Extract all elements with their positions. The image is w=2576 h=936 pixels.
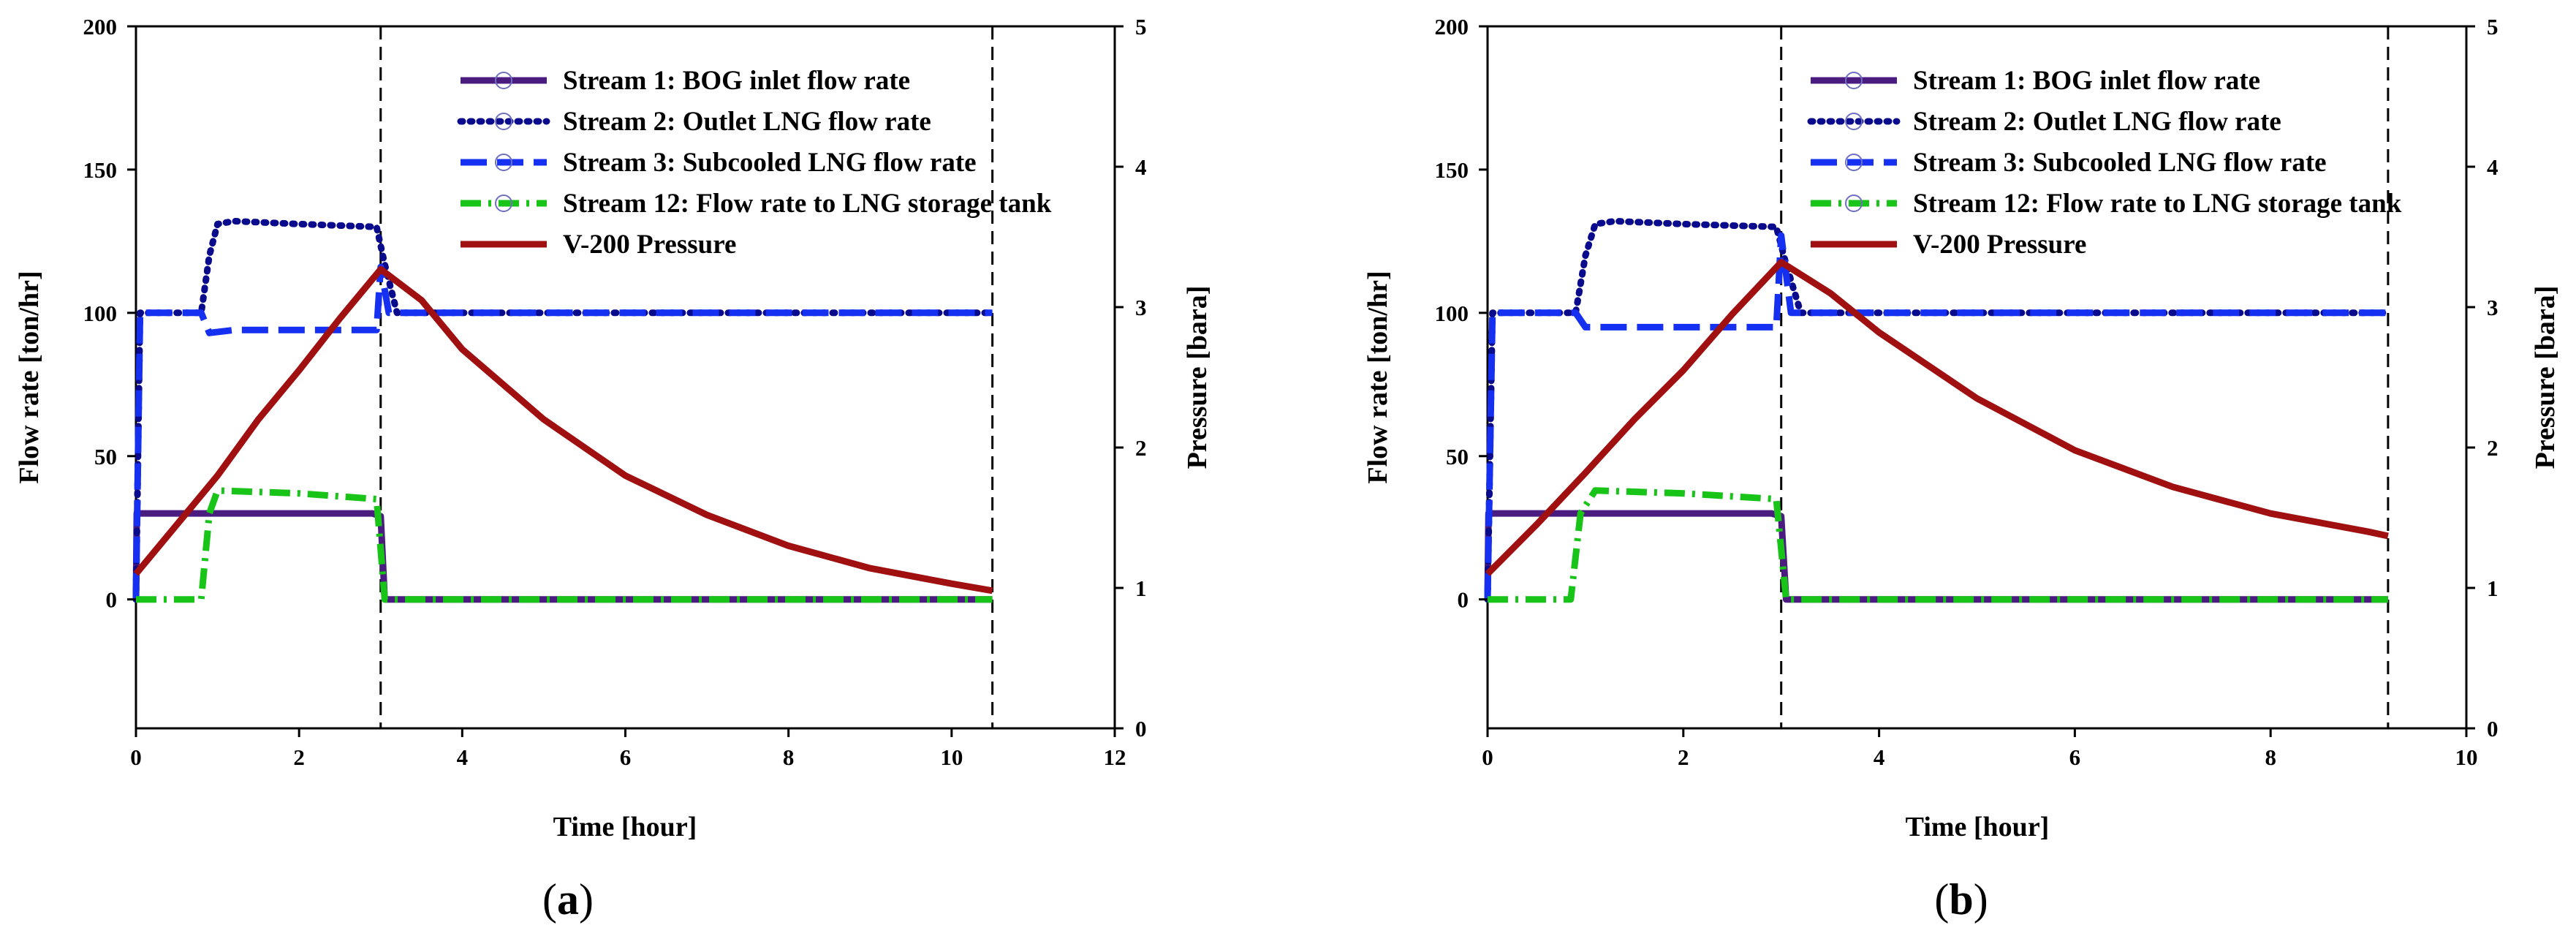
chart-b-y2-ticks: 0 1 2 3 4 5 bbox=[2466, 14, 2499, 741]
x-tick-label: 0 bbox=[130, 744, 142, 770]
y2-tick-label: 5 bbox=[1135, 14, 1147, 39]
legend-marker bbox=[495, 72, 512, 89]
legend-label: Stream 3: Subcooled LNG flow rate bbox=[563, 148, 977, 178]
chart-b-y-ticks: 0 50 100 150 200 bbox=[1435, 14, 1488, 613]
chart-b-x-axis-label: Time [hour] bbox=[1906, 812, 2050, 842]
y2-tick-label: 4 bbox=[1135, 154, 1147, 180]
x-tick-label: 10 bbox=[2455, 744, 2478, 770]
legend-marker bbox=[1845, 113, 1863, 130]
y-tick-label: 0 bbox=[106, 587, 118, 613]
y2-tick-label: 2 bbox=[2487, 435, 2499, 461]
legend-marker bbox=[1845, 154, 1863, 171]
chart-b-caption: (b) bbox=[1934, 875, 1988, 924]
chart-b-vlines bbox=[1780, 26, 2390, 728]
series-line-1 bbox=[1484, 510, 2388, 603]
y-tick-label: 150 bbox=[83, 157, 118, 183]
y2-tick-label: 0 bbox=[2487, 716, 2499, 741]
x-tick-label: 4 bbox=[1874, 744, 1885, 770]
y2-tick-label: 1 bbox=[2487, 575, 2499, 601]
legend-marker bbox=[495, 113, 512, 130]
chart-a-series bbox=[132, 217, 996, 603]
legend-marker bbox=[1845, 195, 1863, 212]
y-tick-label: 100 bbox=[83, 301, 118, 326]
x-tick-label: 8 bbox=[2265, 744, 2276, 770]
chart-a-x-ticks: 0 2 4 6 8 10 12 bbox=[130, 728, 1126, 770]
series-line-1 bbox=[132, 510, 993, 603]
x-tick-label: 2 bbox=[293, 744, 305, 770]
y-tick-label: 0 bbox=[1458, 587, 1469, 613]
legend-marker bbox=[1845, 72, 1863, 89]
x-tick-label: 12 bbox=[1104, 744, 1126, 770]
legend-label: V-200 Pressure bbox=[1913, 230, 2086, 260]
series-line-4 bbox=[1488, 487, 2388, 603]
x-tick-label: 8 bbox=[783, 744, 795, 770]
legend-marker bbox=[495, 195, 512, 212]
chart-b-plot-area bbox=[1486, 25, 2468, 730]
chart-a-y-axis-label: Flow rate [ton/hr] bbox=[14, 271, 45, 483]
chart-b-legend: Stream 1: BOG inlet flow rate Stream 2: O… bbox=[1807, 66, 2402, 260]
chart-a-x-axis-label: Time [hour] bbox=[553, 812, 697, 842]
legend-label: Stream 1: BOG inlet flow rate bbox=[563, 66, 910, 96]
y2-tick-label: 5 bbox=[2487, 14, 2499, 39]
chart-b-y2-axis-label: Pressure [bara] bbox=[2530, 286, 2561, 469]
y-tick-label: 200 bbox=[83, 14, 118, 39]
x-tick-label: 4 bbox=[457, 744, 469, 770]
series-line-2 bbox=[132, 217, 996, 603]
y2-tick-label: 3 bbox=[2487, 295, 2499, 320]
legend-label: Stream 1: BOG inlet flow rate bbox=[1913, 66, 2260, 96]
chart-a-caption: (a) bbox=[542, 875, 594, 924]
y2-tick-label: 1 bbox=[1135, 575, 1147, 601]
x-tick-label: 0 bbox=[1482, 744, 1493, 770]
chart-a-y2-axis-label: Pressure [bara] bbox=[1182, 286, 1213, 469]
legend-label: Stream 2: Outlet LNG flow rate bbox=[1913, 107, 2281, 137]
legend-label: Stream 3: Subcooled LNG flow rate bbox=[1913, 148, 2327, 178]
x-tick-label: 6 bbox=[2069, 744, 2081, 770]
series-line-3 bbox=[132, 263, 993, 600]
y-tick-label: 50 bbox=[94, 444, 117, 469]
y-tick-label: 50 bbox=[1446, 444, 1469, 469]
y-tick-label: 100 bbox=[1435, 301, 1469, 326]
series-line-5 bbox=[1485, 259, 2389, 576]
legend-marker bbox=[495, 154, 512, 171]
y2-tick-label: 2 bbox=[1135, 435, 1147, 461]
y-tick-label: 200 bbox=[1435, 14, 1469, 39]
legend-label: Stream 12: Flow rate to LNG storage tank bbox=[1913, 189, 2402, 219]
legend-label: V-200 Pressure bbox=[563, 230, 736, 260]
chart-a-y-ticks: 0 50 100 150 200 bbox=[83, 14, 136, 613]
chart-a-vlines bbox=[379, 26, 994, 728]
series-line-5 bbox=[133, 265, 993, 595]
series-line-2 bbox=[1484, 217, 2392, 603]
series-line-4 bbox=[136, 487, 993, 603]
y2-tick-label: 0 bbox=[1135, 716, 1147, 741]
chart-b-y-axis-label: Flow rate [ton/hr] bbox=[1363, 271, 1393, 483]
series-line-3 bbox=[1484, 232, 2388, 600]
legend-label: Stream 2: Outlet LNG flow rate bbox=[563, 107, 931, 137]
y2-tick-label: 3 bbox=[1135, 295, 1147, 320]
chart-a-legend: Stream 1: BOG inlet flow rate Stream 2: O… bbox=[457, 66, 1052, 260]
chart-b: 0 2 4 6 8 10 0 50 100 150 200 0 1 2 3 4 5 Stream 1: BO… bbox=[1363, 14, 2561, 924]
chart-b-x-ticks: 0 2 4 6 8 10 bbox=[1482, 728, 2478, 770]
x-tick-label: 2 bbox=[1678, 744, 1689, 770]
chart-a-y2-ticks: 0 1 2 3 4 5 bbox=[1115, 14, 1147, 741]
legend-label: Stream 12: Flow rate to LNG storage tank bbox=[563, 189, 1052, 219]
x-tick-label: 6 bbox=[620, 744, 632, 770]
chart-b-series bbox=[1484, 217, 2392, 603]
x-tick-label: 10 bbox=[940, 744, 963, 770]
y2-tick-label: 4 bbox=[2487, 154, 2499, 180]
y-tick-label: 150 bbox=[1435, 157, 1469, 183]
